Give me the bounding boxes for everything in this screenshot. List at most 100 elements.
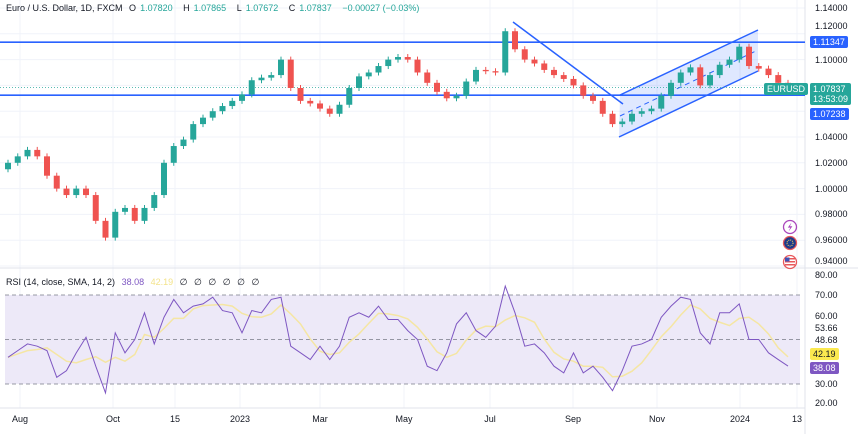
- price-tick: 1.04000: [815, 132, 848, 142]
- candle: [560, 75, 567, 79]
- candle: [443, 91, 450, 99]
- candle: [726, 59, 733, 65]
- candle: [502, 31, 509, 73]
- candle: [385, 59, 392, 67]
- channel-lower-line[interactable]: [618, 70, 759, 138]
- time-tick: Jul: [484, 414, 496, 424]
- channel-mid-line[interactable]: [619, 49, 759, 117]
- candle: [707, 75, 713, 86]
- eu-flag-icon[interactable]: [782, 235, 798, 251]
- candle: [590, 95, 596, 101]
- candle: [531, 59, 538, 64]
- support-price-label: 1.07238: [810, 108, 849, 120]
- candle: [668, 82, 674, 96]
- candle: [755, 66, 762, 69]
- rsi-tick: 80.00: [815, 270, 838, 280]
- last-price: 1.07837: [813, 84, 846, 94]
- candle: [434, 82, 440, 92]
- rsi-tick: 60.00: [815, 311, 838, 321]
- candle: [492, 71, 499, 73]
- candle: [716, 64, 723, 76]
- candle: [297, 87, 304, 101]
- candle: [453, 95, 460, 99]
- bar-countdown: 13:53:09: [813, 94, 849, 104]
- candle: [63, 188, 70, 196]
- time-tick: Sep: [564, 414, 582, 424]
- candle: [190, 124, 197, 140]
- candle: [83, 188, 89, 196]
- candle: [404, 57, 411, 60]
- candle: [326, 108, 333, 114]
- candle: [44, 156, 50, 176]
- empty-value: ∅: [222, 277, 231, 287]
- time-tick: Oct: [105, 414, 121, 424]
- price-tick: 0.98000: [815, 209, 848, 219]
- candle: [375, 66, 382, 73]
- candle: [102, 220, 109, 238]
- candle: [239, 94, 245, 101]
- rsi-tick: 48.68: [815, 335, 838, 345]
- rsi-tick: 30.00: [815, 379, 838, 389]
- symbol-title[interactable]: Euro / U.S. Dollar, 1D, FXCM: [6, 3, 123, 13]
- candle: [92, 195, 99, 221]
- close-value: C 1.07837: [288, 3, 332, 13]
- candle: [317, 103, 323, 109]
- candle: [180, 139, 187, 147]
- candle: [53, 175, 60, 189]
- open-value: O 1.07820: [129, 3, 173, 13]
- symbol-tag: EURUSD: [764, 83, 809, 95]
- candle: [746, 46, 752, 67]
- candles: [5, 28, 791, 241]
- candle: [765, 68, 772, 76]
- rsi-tick: 20.00: [815, 398, 838, 408]
- us-flag-icon[interactable]: [782, 254, 798, 270]
- rsi-pane: [5, 284, 800, 395]
- candle: [677, 72, 684, 83]
- rsi-sma-label: 42.19: [810, 348, 839, 360]
- candle: [619, 121, 626, 125]
- rsi-tick: 70.00: [815, 290, 838, 300]
- descending-trendline[interactable]: [512, 21, 624, 105]
- candle: [638, 111, 645, 114]
- high-value: H 1.07865: [183, 3, 227, 13]
- last-price-label: 1.07837 13:53:09: [810, 83, 852, 105]
- candle: [307, 100, 314, 104]
- drawings[interactable]: [512, 21, 759, 138]
- candle: [24, 149, 31, 157]
- price-tick: 1.02000: [815, 158, 848, 168]
- empty-value: ∅: [237, 277, 245, 287]
- candle: [131, 207, 138, 221]
- low-value: L 1.07672: [236, 3, 279, 13]
- price-tick: 0.96000: [815, 235, 848, 245]
- candle: [512, 31, 518, 50]
- candle: [687, 67, 694, 73]
- time-tick: 2023: [229, 414, 251, 424]
- candle: [34, 149, 41, 157]
- rsi-sma-value: 42.19: [150, 277, 174, 287]
- time-tick: 15: [169, 414, 181, 424]
- time-tick: Aug: [11, 414, 29, 424]
- time-tick: May: [395, 414, 413, 424]
- candle: [424, 72, 431, 83]
- candle: [580, 85, 587, 96]
- lightning-icon[interactable]: [782, 219, 798, 235]
- candle: [268, 75, 275, 78]
- candle: [395, 57, 401, 60]
- rsi-title[interactable]: RSI (14, close, SMA, 14, 2): [6, 277, 116, 287]
- candle: [151, 195, 158, 208]
- rsi-value: 38.08: [121, 277, 145, 287]
- candle: [697, 67, 704, 86]
- time-tick: 2024: [729, 414, 751, 424]
- price-tick: 1.12000: [815, 21, 848, 31]
- rsi-sma-line: [7, 303, 789, 378]
- candle: [463, 81, 470, 96]
- candle: [356, 76, 362, 88]
- candle: [482, 69, 489, 72]
- candle: [229, 100, 236, 107]
- candle: [658, 95, 665, 109]
- event-icons[interactable]: [782, 219, 798, 270]
- channel-upper-line[interactable]: [619, 29, 759, 96]
- price-tick: 0.94000: [815, 256, 848, 266]
- empty-value: ∅: [208, 277, 217, 287]
